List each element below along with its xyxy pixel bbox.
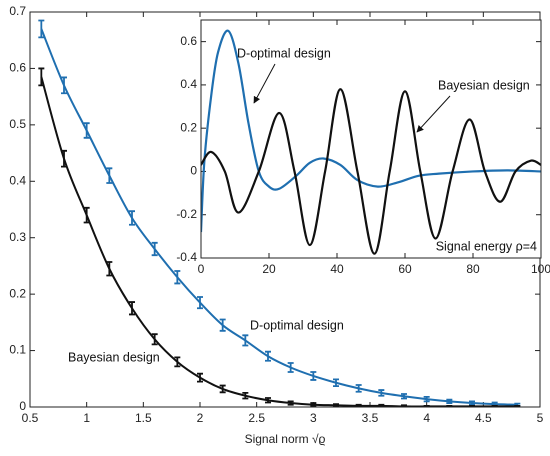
error-bar [61, 149, 67, 168]
x-tick-label: 2 [197, 411, 204, 425]
x-tick-label: 40 [330, 262, 344, 276]
y-tick-label: 0.7 [9, 4, 26, 18]
series-line [40, 76, 518, 407]
error-bar [197, 372, 203, 383]
x-tick-label: 3.5 [362, 411, 379, 425]
y-tick-label: -0.2 [176, 207, 197, 221]
x-tick-label: 1 [83, 411, 90, 425]
y-tick-label: 0 [190, 164, 197, 178]
error-bar [219, 384, 226, 394]
plot-area [201, 20, 541, 258]
error-bar [446, 398, 453, 404]
error-bar [38, 19, 45, 39]
error-bar [401, 393, 407, 400]
y-tick-label: 0.4 [9, 173, 26, 187]
annotation: D-optimal design [250, 318, 344, 332]
error-bar [287, 362, 294, 373]
annotation: D-optimal design [237, 46, 331, 60]
y-tick-label: 0 [19, 399, 26, 413]
y-tick-label: 0.2 [180, 120, 197, 134]
error-bar [423, 395, 430, 403]
error-bar [265, 350, 271, 362]
arrow [416, 95, 451, 133]
y-tick-label: 0.4 [180, 77, 197, 91]
error-bar [197, 296, 203, 310]
y-tick-label: 0.2 [9, 286, 26, 300]
y-tick-label: -0.4 [176, 250, 197, 264]
x-tick-label: 4 [423, 411, 430, 425]
y-tick-label: 0.6 [9, 61, 26, 75]
error-bar [61, 76, 67, 95]
error-bar [174, 270, 181, 285]
error-bar [106, 261, 113, 277]
error-bar [129, 301, 135, 316]
error-bar [401, 404, 407, 407]
x-tick-label: 20 [262, 262, 276, 276]
y-tick-label: 0.5 [9, 117, 26, 131]
series-line [40, 28, 518, 406]
y-tick-label: 0.1 [9, 343, 26, 357]
error-bar [333, 403, 339, 407]
x-tick-label: 4.5 [475, 411, 492, 425]
series-line [201, 29, 541, 233]
error-bar [83, 122, 90, 139]
error-bar [129, 210, 135, 226]
x-axis-label: Signal norm √ϱ [245, 432, 326, 446]
arrow [253, 63, 276, 104]
x-tick-label: 80 [466, 262, 480, 276]
error-bar [310, 371, 317, 381]
error-bar [287, 400, 294, 406]
x-tick-label: 3 [310, 411, 317, 425]
error-bar [151, 241, 158, 257]
error-bar [242, 334, 249, 347]
error-bar [265, 397, 271, 404]
error-bar [38, 67, 45, 87]
y-tick-label: 0.6 [180, 34, 197, 48]
y-tick-label: 0.3 [9, 230, 26, 244]
x-tick-label: 100 [531, 262, 550, 276]
error-bar [333, 378, 339, 388]
x-tick-label: 0.5 [22, 411, 39, 425]
error-bar [219, 318, 226, 332]
error-bar [355, 384, 362, 393]
x-tick-label: 5 [537, 411, 544, 425]
error-bar [106, 167, 113, 184]
error-bar [469, 400, 475, 406]
annotation: Bayesian design [68, 350, 160, 364]
series-group [201, 29, 541, 255]
x-tick-label: 60 [398, 262, 412, 276]
x-tick-label: 1.5 [135, 411, 152, 425]
x-tick-label: 0 [198, 262, 205, 276]
error-bar [151, 333, 158, 346]
annotation: Bayesian design [438, 78, 530, 92]
annotation: Signal energy ρ=4 [436, 239, 537, 253]
series-line [201, 88, 541, 255]
error-bar [378, 389, 385, 397]
error-bar [83, 206, 90, 224]
error-bar [242, 391, 249, 400]
series-group [38, 19, 521, 407]
plot-frame [200, 19, 542, 259]
x-tick-label: 2.5 [248, 411, 265, 425]
error-bar [310, 402, 317, 407]
error-bar [174, 356, 181, 368]
